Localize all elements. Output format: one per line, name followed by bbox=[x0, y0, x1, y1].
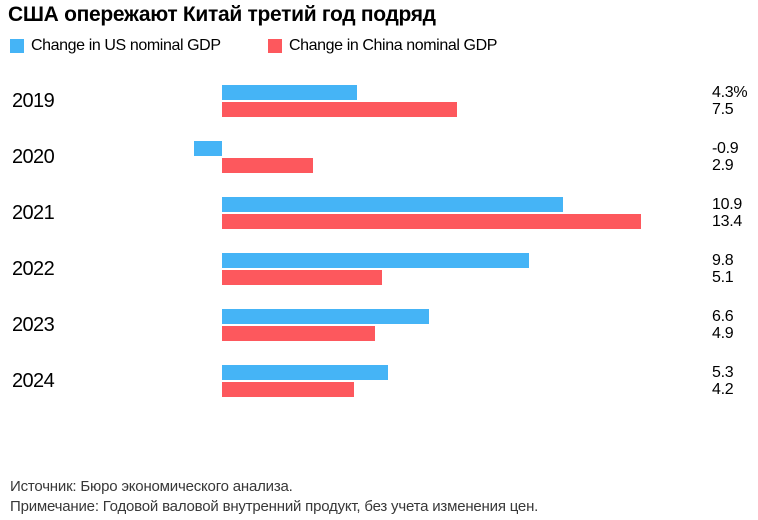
china-bar-2024 bbox=[222, 382, 354, 397]
us-bar-2023 bbox=[222, 309, 429, 324]
us-value-label: 9.8 bbox=[712, 252, 734, 269]
value-labels: 5.3 4.2 bbox=[712, 364, 734, 398]
chart-legend: Change in US nominal GDP Change in China… bbox=[0, 36, 758, 54]
chart-row-2022: 2022 9.8 5.1 bbox=[0, 241, 758, 297]
china-bar-2019 bbox=[222, 102, 457, 117]
us-value-label: 6.6 bbox=[712, 308, 734, 325]
value-labels: 4.3% 7.5 bbox=[712, 84, 748, 118]
us-legend-swatch-icon bbox=[10, 38, 24, 53]
us-bar-2020 bbox=[193, 141, 222, 156]
year-label: 2020 bbox=[12, 146, 55, 168]
chart-row-2021: 2021 10.9 13.4 bbox=[0, 185, 758, 241]
china-bar-2022 bbox=[222, 270, 382, 285]
us-bar-2024 bbox=[222, 365, 388, 380]
legend-item-us: Change in US nominal GDP bbox=[10, 36, 221, 54]
year-label: 2024 bbox=[12, 370, 55, 392]
us-legend-label: Change in US nominal GDP bbox=[31, 36, 221, 54]
legend-item-china: Change in China nominal GDP bbox=[268, 36, 497, 54]
china-value-label: 7.5 bbox=[712, 101, 734, 118]
us-bar-2021 bbox=[222, 197, 564, 212]
chart-row-2023: 2023 6.6 4.9 bbox=[0, 297, 758, 353]
us-value-label: 10.9 bbox=[712, 196, 742, 213]
value-labels: 6.6 4.9 bbox=[712, 308, 734, 342]
china-legend-label: Change in China nominal GDP bbox=[289, 36, 497, 54]
china-bar-2021 bbox=[222, 214, 642, 229]
year-label: 2019 bbox=[12, 90, 55, 112]
year-label: 2023 bbox=[12, 314, 55, 336]
china-value-label: 4.2 bbox=[712, 381, 734, 398]
us-value-label: -0.9 bbox=[712, 140, 739, 157]
year-label: 2021 bbox=[12, 202, 55, 224]
china-value-label: 5.1 bbox=[712, 269, 734, 286]
chart-row-2019: 2019 4.3% 7.5 bbox=[0, 73, 758, 129]
chart-title: США опережают Китай третий год подряд bbox=[8, 3, 436, 26]
us-value-label: 5.3 bbox=[712, 364, 734, 381]
chart-row-2024: 2024 5.3 4.2 bbox=[0, 353, 758, 409]
source-note: Источник: Бюро экономического анализа. bbox=[10, 478, 293, 495]
methodology-note: Примечание: Годовой валовой внутренний п… bbox=[10, 498, 539, 515]
plot-area: 2019 4.3% 7.5 2020 -0.9 2.9 2021 10.9 13.4 2022 9.… bbox=[0, 73, 758, 409]
chart-footer: Источник: Бюро экономического анализа. П… bbox=[10, 477, 538, 517]
china-value-label: 2.9 bbox=[712, 157, 734, 174]
china-bar-2023 bbox=[222, 326, 376, 341]
us-bar-2019 bbox=[222, 85, 357, 100]
china-value-label: 4.9 bbox=[712, 325, 734, 342]
value-labels: 9.8 5.1 bbox=[712, 252, 734, 286]
year-label: 2022 bbox=[12, 258, 55, 280]
chart-row-2020: 2020 -0.9 2.9 bbox=[0, 129, 758, 185]
china-bar-2020 bbox=[222, 158, 313, 173]
value-labels: -0.9 2.9 bbox=[712, 140, 739, 174]
china-legend-swatch-icon bbox=[268, 38, 282, 53]
us-value-label: 4.3% bbox=[712, 84, 748, 101]
us-bar-2022 bbox=[222, 253, 529, 268]
value-labels: 10.9 13.4 bbox=[712, 196, 742, 230]
china-value-label: 13.4 bbox=[712, 213, 742, 230]
